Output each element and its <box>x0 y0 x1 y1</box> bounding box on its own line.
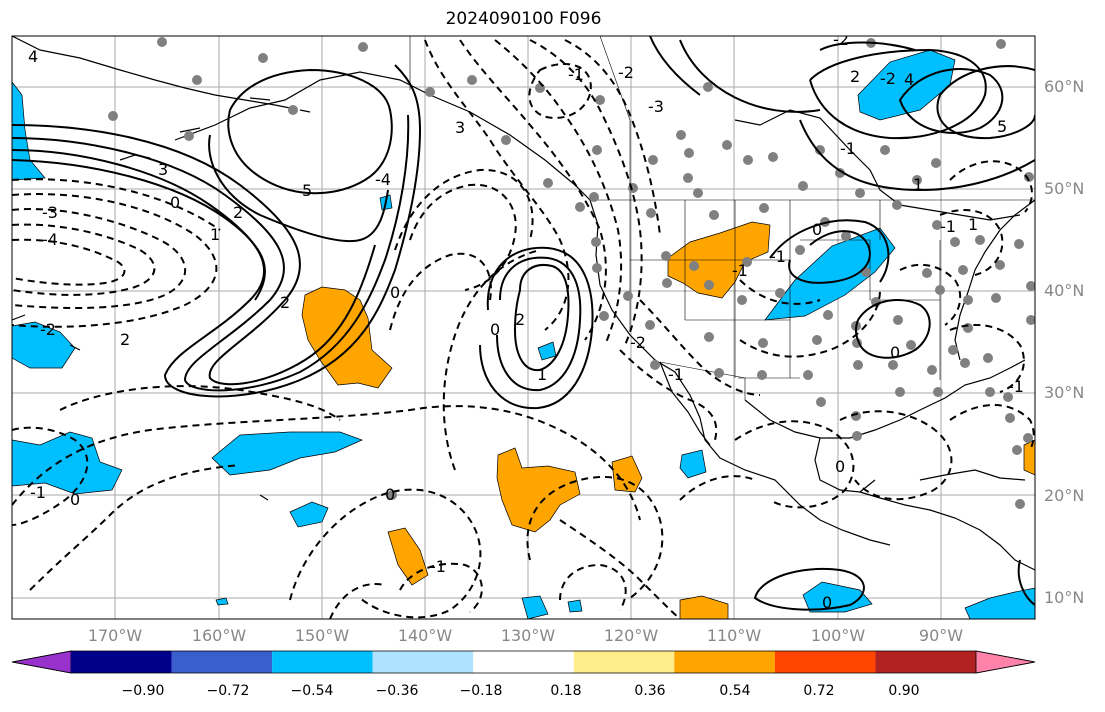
colorbar-tick-label: −0.36 <box>375 683 419 699</box>
colorbar-tick-label: 0.54 <box>719 683 751 699</box>
contour-label: -1 <box>30 483 46 502</box>
contour-label: 0 <box>70 490 80 509</box>
lon-label: 140°W <box>397 626 453 645</box>
map-frame <box>11 35 1036 620</box>
contour-label: 3 <box>455 118 465 137</box>
lon-label: 120°W <box>603 626 659 645</box>
colorbar-segment <box>171 651 273 673</box>
contour-label: 0 <box>390 283 400 302</box>
contour-label: 2 <box>850 67 860 86</box>
colorbar-segment <box>674 651 775 673</box>
station-markers <box>108 37 1035 509</box>
colorbar-tick-label: −0.72 <box>206 683 250 699</box>
contour-label: -3 <box>42 203 58 222</box>
contour-label: -1 <box>940 217 956 236</box>
colorbar-segment <box>71 651 172 673</box>
contour-label: 3 <box>158 160 168 179</box>
lon-label: 150°W <box>294 626 350 645</box>
colorbar <box>11 650 1036 674</box>
contour-label: 0 <box>385 485 395 504</box>
contour-label: -3 <box>648 97 664 116</box>
lat-label: 10°N <box>1044 588 1085 607</box>
colorbar-extend-high <box>975 650 1036 674</box>
coastlines <box>12 36 1035 571</box>
lon-label: 110°W <box>706 626 762 645</box>
colorbar-tick-label: 0.36 <box>634 683 666 699</box>
colorbar-segment <box>473 651 574 673</box>
colorbar-tick-label: −0.54 <box>290 683 334 699</box>
lat-label: 40°N <box>1044 281 1085 300</box>
colorbar-segment <box>272 651 373 673</box>
contour-label: 5 <box>997 117 1007 136</box>
solid-contours <box>12 36 1035 611</box>
lon-label: 130°W <box>500 626 556 645</box>
colorbar-tick-label: 0.90 <box>888 683 920 699</box>
positive-shading <box>301 221 1035 619</box>
lon-label: 170°W <box>87 626 143 645</box>
contour-label: 2 <box>280 293 290 312</box>
contour-label: -2 <box>40 320 56 339</box>
contour-label: -2 <box>880 69 896 88</box>
colorbar-segment <box>372 651 474 673</box>
lon-label: 100°W <box>810 626 866 645</box>
contour-label: 2 <box>233 203 243 222</box>
contour-label: 2 <box>120 330 130 349</box>
contour-label: 1 <box>537 365 547 384</box>
negative-shading <box>12 49 1035 619</box>
contour-label: -4 <box>42 230 58 249</box>
lat-label: 50°N <box>1044 179 1085 198</box>
contour-label: 0 <box>812 220 822 239</box>
colorbar-tick-label: −0.18 <box>459 683 503 699</box>
contour-label: 1 <box>210 225 220 244</box>
lon-label: 90°W <box>918 626 964 645</box>
contour-label: -1 <box>1008 377 1024 396</box>
contour-label: -1 <box>568 65 584 84</box>
contour-label: 4 <box>28 47 38 66</box>
contour-label: -1 <box>732 261 748 280</box>
contour-labels: 4 3 -4 3 -3 0 5 -4 2 1 -2 2 2 0 0 1 -1 2… <box>28 30 1024 612</box>
contour-label: -1 <box>430 557 446 576</box>
contour-label: -1 <box>840 139 856 158</box>
contour-label: 2 <box>515 310 525 329</box>
colorbar-segment <box>573 651 675 673</box>
contour-label: -2 <box>630 333 646 352</box>
contour-label: -4 <box>375 170 391 189</box>
contour-label: -2 <box>618 63 634 82</box>
contour-label: 4 <box>904 70 914 89</box>
colorbar-segment <box>875 651 976 673</box>
colorbar-extend-low <box>11 650 72 674</box>
contour-label: 5 <box>302 181 312 200</box>
colorbar-tick-label: 0.18 <box>550 683 582 699</box>
lat-label: 60°N <box>1044 77 1085 96</box>
contour-label: -1 <box>668 365 684 384</box>
colorbar-tick-label: −0.90 <box>121 683 165 699</box>
contour-label: 0 <box>490 320 500 339</box>
contour-label: 0 <box>822 593 832 612</box>
contour-label: 0 <box>835 457 845 476</box>
contour-label: 0 <box>170 193 180 212</box>
lat-label: 30°N <box>1044 383 1085 402</box>
lat-label: 20°N <box>1044 486 1085 505</box>
map-title: 2024090100 F096 <box>445 9 602 29</box>
colorbar-outline <box>11 650 1036 674</box>
contour-label: -1 <box>770 247 786 266</box>
colorbar-tick-label: 0.72 <box>803 683 835 699</box>
colorbar-segment <box>774 651 876 673</box>
contour-label: 1 <box>968 215 978 234</box>
contour-label: 0 <box>890 343 900 362</box>
lon-label: 160°W <box>191 626 247 645</box>
dashed-contours <box>12 39 1035 619</box>
contour-label: -2 <box>833 30 849 49</box>
contour-label: 1 <box>913 175 923 194</box>
